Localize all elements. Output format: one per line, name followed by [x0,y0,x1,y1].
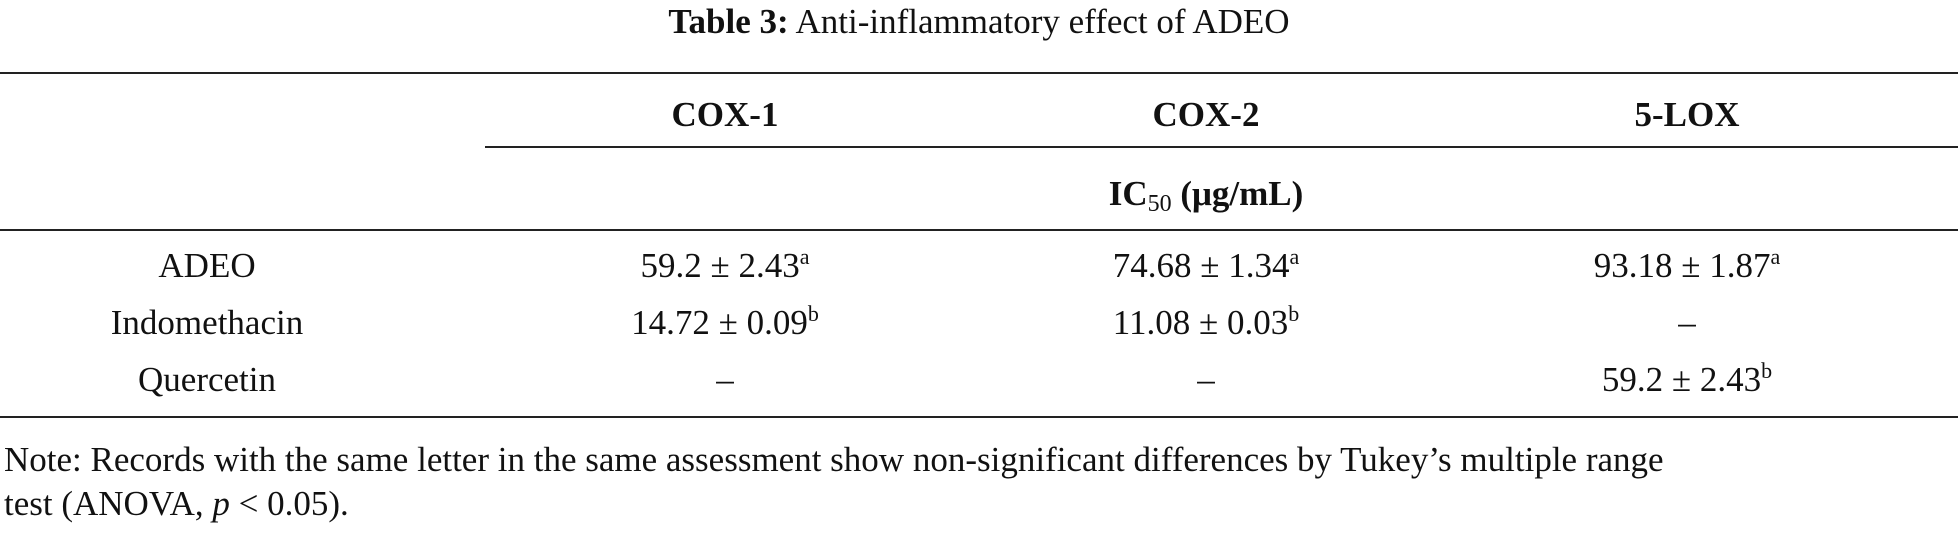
cell: 14.72 ± 0.09b [631,303,819,343]
row-label: Indomethacin [110,303,304,342]
row-label: ADEO [158,246,256,285]
cell-value: – [716,360,734,399]
column-header: COX-2 [1152,95,1260,134]
unit-text: IC [1108,174,1148,213]
cell-value: 14.72 ± 0.09 [631,303,808,342]
column-header: 5-LOX [1634,95,1740,134]
cell-superscript: b [1288,301,1300,326]
cell-superscript: a [799,244,810,269]
row-label: Quercetin [138,360,276,399]
cell-value: – [1197,360,1215,399]
cell: – [1678,303,1696,343]
note-line: test (ANOVA, p < 0.05). [4,484,349,524]
cell: 59.2 ± 2.43b [1602,360,1772,400]
header-rule [485,146,1958,148]
column-header: COX-1 [671,95,779,134]
note-italic: p [212,484,230,523]
mid-rule [0,229,1958,231]
cell-value: – [1678,303,1696,342]
unit-rest: (μg/mL) [1180,174,1304,213]
unit-row: IC50 (μg/mL) [1108,174,1304,217]
cell: – [1197,360,1215,400]
note-text: test (ANOVA, [4,484,213,523]
cell-value: 74.68 ± 1.34 [1112,246,1290,285]
cell: 59.2 ± 2.43a [641,246,810,286]
cell-superscript: a [1289,244,1300,269]
cell-value: 93.18 ± 1.87 [1593,246,1771,285]
top-rule [0,72,1958,74]
unit-subscript: 50 [1147,191,1172,217]
note-line: Note: Records with the same letter in th… [4,440,1664,479]
note-text: < 0.05). [229,484,349,523]
table-title: Table 3: Anti-inflammatory effect of ADE… [668,2,1289,42]
cell-superscript: a [1770,244,1781,269]
title-text: Anti-inflammatory effect of ADEO [795,2,1290,41]
cell: 74.68 ± 1.34a [1113,246,1299,286]
cell: 11.08 ± 0.03b [1113,303,1299,343]
cell-value: 11.08 ± 0.03 [1112,303,1289,342]
cell: – [716,360,734,400]
cell-superscript: b [807,301,819,326]
bottom-rule [0,416,1958,418]
title-label: Table 3: [668,2,789,41]
cell-superscript: b [1761,358,1773,383]
cell-value: 59.2 ± 2.43 [640,246,800,285]
cell: 93.18 ± 1.87a [1594,246,1780,286]
cell-value: 59.2 ± 2.43 [1601,360,1762,399]
